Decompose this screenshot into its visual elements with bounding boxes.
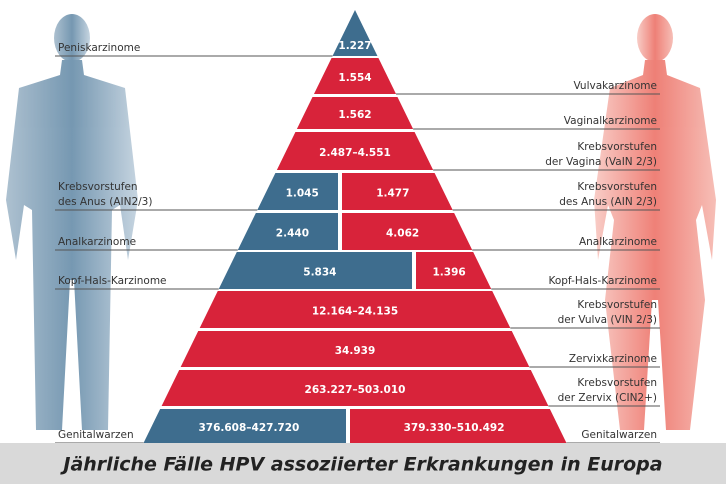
value-female: 263.227–503.010 <box>305 384 406 396</box>
right-label: Krebsvorstufen <box>577 181 657 193</box>
right-label: Analkarzinome <box>579 236 657 248</box>
left-label: Analkarzinome <box>58 236 136 248</box>
right-label: Vulvakarzinome <box>573 80 657 92</box>
value-male: 5.834 <box>303 267 336 279</box>
right-label: der Zervix (CIN2+) <box>558 392 657 404</box>
value-female: 1.554 <box>338 72 371 84</box>
value-male: 1.045 <box>286 188 319 200</box>
value-female: 1.396 <box>433 267 466 279</box>
right-label: Krebsvorstufen <box>577 377 657 389</box>
left-label: Genitalwarzen <box>58 429 134 441</box>
value-male: 2.440 <box>276 228 309 240</box>
caption: Jährliche Fälle HPV assoziierter Erkrank… <box>59 454 662 476</box>
value-female: 379.330–510.492 <box>404 422 505 434</box>
value-female: 1.562 <box>338 109 371 121</box>
right-label: der Vagina (VaIN 2/3) <box>545 156 657 168</box>
value-male: 376.608–427.720 <box>198 422 299 434</box>
value-female: 4.062 <box>386 228 419 240</box>
right-label: des Anus (AIN 2/3) <box>559 196 657 208</box>
right-label: Vaginalkarzinome <box>564 115 657 127</box>
value-female: 1.477 <box>376 188 409 200</box>
infographic: 1.227 Peniskarzinome 1.554 Vulvakarzinome 1.… <box>0 0 726 484</box>
left-label: Krebsvorstufen <box>58 181 138 193</box>
right-label: Krebsvorstufen <box>577 299 657 311</box>
value-female: 2.487–4.551 <box>319 147 391 159</box>
value-male: 1.227 <box>338 40 371 52</box>
right-label: Zervixkarzinome <box>569 353 657 365</box>
right-label: Krebsvorstufen <box>577 141 657 153</box>
right-label: der Vulva (VIN 2/3) <box>558 314 657 326</box>
value-female: 12.164–24.135 <box>312 306 398 318</box>
left-label: des Anus (AIN2/3) <box>58 196 152 208</box>
right-label: Genitalwarzen <box>581 429 657 441</box>
left-label: Peniskarzinome <box>58 42 140 54</box>
right-label: Kopf-Hals-Karzinome <box>548 275 657 287</box>
value-female: 34.939 <box>335 345 376 357</box>
left-label: Kopf-Hals-Karzinome <box>58 275 167 287</box>
